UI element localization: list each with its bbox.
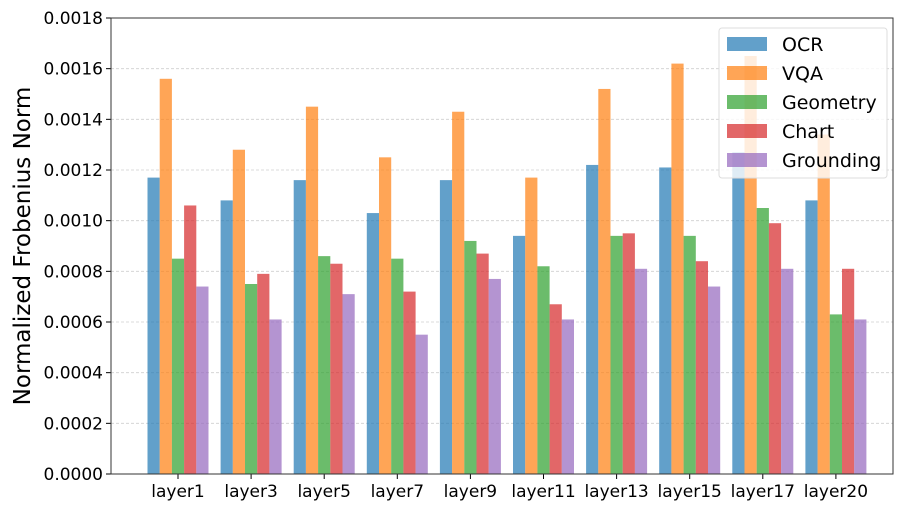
- bar-chart-layer9: [476, 253, 489, 474]
- bar-chart-layer15: [695, 261, 708, 474]
- bar-chart-layer20: [842, 268, 855, 474]
- bar-grounding-layer7: [415, 334, 428, 474]
- bar-geometry-layer17: [756, 208, 769, 474]
- bar-geometry-layer15: [683, 235, 696, 474]
- y-tick-label: 0.0010: [44, 212, 103, 232]
- bar-grounding-layer5: [342, 294, 355, 474]
- legend-label-ocr: OCR: [782, 34, 823, 56]
- x-tick-label: layer20: [804, 482, 868, 502]
- bar-vqa-layer5: [305, 106, 319, 475]
- bar-geometry-layer20: [829, 314, 842, 474]
- bar-grounding-layer11: [561, 319, 574, 474]
- y-tick-label: 0.0006: [44, 313, 103, 333]
- bar-vqa-layer13: [598, 88, 611, 474]
- y-tick-label: 0.0008: [44, 262, 103, 282]
- x-tick-label: layer17: [731, 482, 795, 502]
- bar-vqa-layer7: [379, 157, 392, 475]
- legend-swatch-chart: [727, 124, 767, 138]
- legend-swatch-geometry: [727, 95, 767, 109]
- bar-grounding-layer15: [708, 286, 721, 474]
- bar-chart-layer13: [622, 233, 635, 474]
- y-tick-label: 0.0018: [44, 9, 103, 29]
- y-tick-label: 0.0000: [44, 465, 103, 485]
- bar-ocr-layer13: [586, 164, 599, 474]
- bar-geometry-layer7: [391, 258, 404, 474]
- bar-grounding-layer17: [781, 268, 794, 474]
- axes: 0.0000 0.0002 0.0004 0.0006 0.0008 0.0010 0.00…: [44, 9, 894, 502]
- bar-grounding-layer20: [854, 319, 867, 474]
- bar-chart-layer3: [257, 273, 270, 474]
- bar-chart-layer11: [549, 304, 562, 474]
- bar-geometry-layer13: [610, 235, 623, 474]
- bar-ocr-layer9: [439, 180, 453, 474]
- bar-grounding-layer9: [488, 278, 501, 474]
- bar-vqa-layer15: [671, 63, 684, 474]
- bar-vqa-layer20: [817, 134, 830, 475]
- x-tick-label: layer1: [151, 482, 204, 502]
- bar-vqa-layer1: [159, 78, 172, 475]
- legend-swatch-grounding: [727, 153, 767, 167]
- bar-ocr-layer1: [147, 177, 160, 474]
- y-axis-label: Normalized Frobenius Norm: [10, 87, 36, 406]
- bar-grounding-layer13: [634, 268, 648, 474]
- legend-box: [718, 27, 888, 179]
- bars: [147, 56, 867, 475]
- bar-geometry-layer9: [464, 240, 477, 474]
- x-tick-label: layer7: [371, 482, 424, 502]
- y-tick-label: 0.0002: [44, 414, 103, 434]
- bar-ocr-layer15: [659, 167, 672, 474]
- plot-frame: [110, 17, 894, 475]
- legend-label-vqa: VQA: [782, 63, 823, 85]
- legend-label-geometry: Geometry: [782, 92, 877, 114]
- bar-geometry-layer5: [318, 256, 331, 474]
- bar-chart-layer1: [184, 205, 197, 474]
- bar-vqa-layer3: [232, 149, 245, 474]
- x-tick-label: layer11: [511, 482, 575, 502]
- bar-ocr-layer11: [513, 235, 526, 474]
- bar-ocr-layer17: [732, 152, 745, 474]
- bar-chart-layer5: [330, 263, 343, 474]
- x-tick-label: layer13: [584, 482, 648, 502]
- bar-ocr-layer7: [366, 213, 379, 475]
- bar-ocr-layer3: [220, 200, 233, 474]
- legend-swatch-ocr: [727, 37, 767, 51]
- legend: OCR VQA Geometry Chart Grounding: [718, 27, 888, 179]
- x-tick-label: layer5: [297, 482, 350, 502]
- y-tick-label: 0.0016: [44, 60, 103, 80]
- y-tick-label: 0.0012: [44, 161, 103, 181]
- bar-grounding-layer3: [269, 319, 282, 474]
- bar-grounding-layer1: [196, 286, 209, 474]
- x-tick-label: layer9: [444, 482, 497, 502]
- bar-vqa-layer11: [525, 177, 538, 474]
- y-tick-label: 0.0014: [44, 110, 103, 130]
- bar-geometry-layer3: [245, 284, 258, 474]
- bar-vqa-layer9: [452, 111, 465, 474]
- legend-swatch-vqa: [727, 66, 767, 80]
- x-tick-label: layer3: [224, 482, 277, 502]
- legend-label-chart: Chart: [782, 121, 834, 143]
- bar-chart-layer17: [768, 223, 782, 474]
- bar-ocr-layer5: [293, 180, 306, 474]
- y-tick-label: 0.0004: [44, 364, 103, 384]
- legend-label-grounding: Grounding: [782, 150, 881, 172]
- x-tick-label: layer15: [658, 482, 722, 502]
- bar-geometry-layer11: [537, 266, 550, 474]
- bar-ocr-layer20: [805, 200, 818, 474]
- bar-chart-layer7: [403, 291, 416, 474]
- bar-geometry-layer1: [171, 258, 185, 474]
